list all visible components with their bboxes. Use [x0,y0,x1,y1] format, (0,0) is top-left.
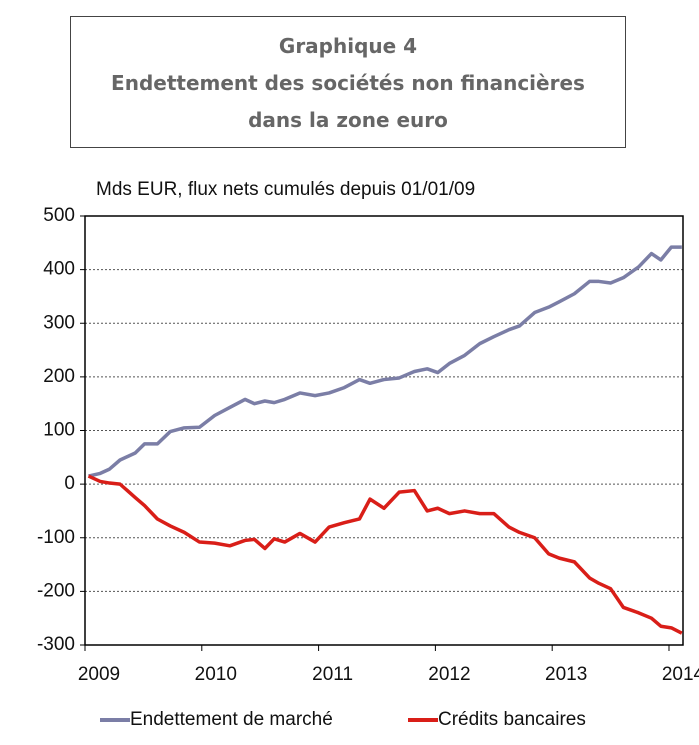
title-line: dans la zone euro [248,108,448,132]
y-tick-label: 500 [43,205,75,226]
series-line [87,474,683,635]
legend-label: Endettement de marché [130,709,333,730]
y-tick-label: 0 [64,473,75,494]
title-line: Graphique 4 [278,34,418,58]
x-tick-label: 2011 [312,664,353,685]
subtitle: Mds EUR, flux nets cumulés depuis 01/01/… [96,179,475,200]
y-tick-label: -100 [37,527,75,548]
title-box: Graphique 4 Endettement des sociétés non… [70,16,626,148]
x-tick-label: 2012 [428,664,470,685]
x-tick-label: 2009 [78,664,120,685]
y-tick-label: -200 [37,580,75,601]
series-line [88,245,682,478]
y-tick-label: 300 [43,312,75,333]
y-tick-label: 100 [43,420,75,441]
plot-frame [84,215,684,646]
y-tick-label: -300 [37,634,75,655]
x-tick-label: 2010 [195,664,237,685]
legend-label: Crédits bancaires [438,709,586,730]
y-tick-label: 200 [43,366,75,387]
x-tick-label: 2013 [545,664,587,685]
x-tick-label: 2014 [662,664,699,685]
y-tick-label: 400 [43,259,75,280]
title-line: Endettement des sociétés non financières [111,71,585,95]
